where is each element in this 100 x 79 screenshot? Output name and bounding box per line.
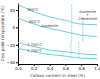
dashed-line — [71, 5, 72, 42]
region-label: Austenite — [40, 24, 59, 28]
curve-label: F 750°C — [27, 43, 42, 47]
dashed-line — [70, 42, 71, 57]
curve-label: 800°C — [29, 20, 41, 24]
tick-mark — [16, 62, 18, 63]
x-axis: 0.0 0.2 0.4 0.6 0.8 1.0 — [15, 64, 100, 71]
y-axis-title: Dew point temperature (°C) — [0, 5, 5, 61]
plot-area — [18, 5, 97, 59]
tick: 0.4 — [47, 64, 54, 71]
tick: 20 — [10, 8, 18, 13]
tick: −40 — [7, 60, 18, 65]
tick-label: 0.8 — [79, 66, 86, 71]
tick: 0.2 — [31, 64, 38, 71]
tick-mark — [16, 10, 18, 11]
tick-label: 0.4 — [47, 66, 54, 71]
curve — [18, 48, 97, 58]
curve — [18, 18, 97, 37]
y-axis: −40 −20 0 20 — [7, 4, 19, 66]
chart: 0.0 0.2 0.4 0.6 0.8 1.0 −40 −20 0 20 850°C 800°C F 7… — [0, 0, 100, 79]
tick-label: 0.6 — [63, 66, 70, 71]
curve-label: F 700°C — [27, 49, 42, 53]
tick-mark — [16, 45, 18, 46]
tick: 0.8 — [79, 64, 86, 71]
tick-label: 0 — [12, 25, 15, 30]
tick-label: 0.2 — [31, 66, 38, 71]
tick-label: 1.0 — [94, 66, 100, 71]
tick: 0.0 — [15, 64, 22, 71]
tick-label: −20 — [7, 43, 16, 48]
x-axis-title: Carbon content in steel (%) — [30, 73, 86, 78]
tick-label: 20 — [10, 8, 16, 13]
curve-label: 850°C — [27, 8, 39, 12]
dashed-line — [78, 42, 79, 57]
curve — [18, 5, 97, 25]
tick: 1.0 — [94, 64, 100, 71]
tick: 0.6 — [63, 64, 70, 71]
curve — [18, 42, 97, 55]
tick-label: 0.0 — [15, 66, 22, 71]
tick: 0 — [12, 25, 18, 30]
tick-label: −40 — [7, 60, 16, 65]
region-label: Austenite+Cementite — [78, 10, 98, 22]
axis-line — [18, 4, 19, 65]
tick-mark — [16, 27, 18, 28]
tick: −20 — [7, 43, 18, 48]
